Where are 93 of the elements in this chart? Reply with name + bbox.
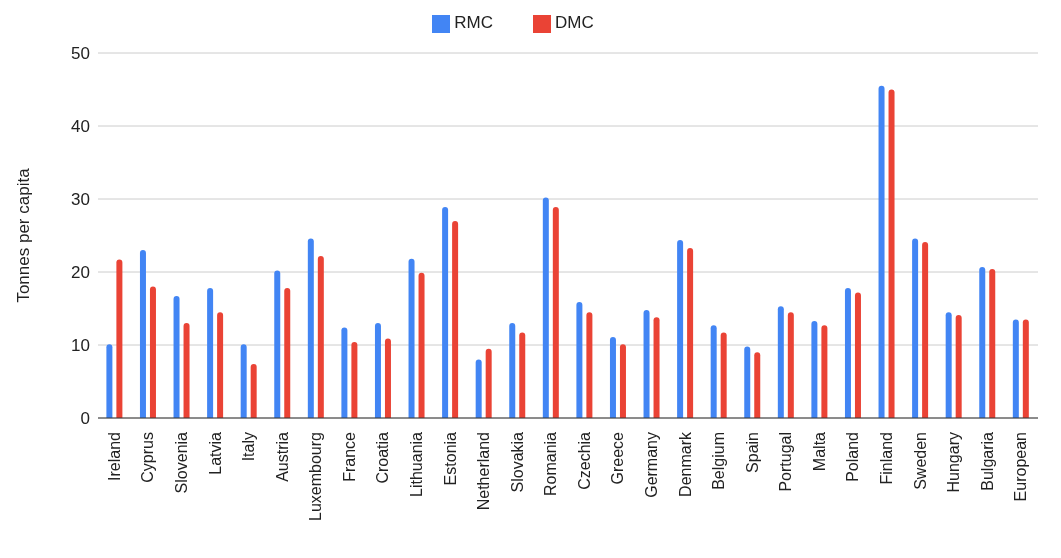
x-tick-label: Malta <box>810 431 828 472</box>
x-tick-label: Bulgaria <box>978 431 996 491</box>
bar <box>374 323 381 418</box>
y-tick-label: 10 <box>71 336 90 356</box>
x-tick-label: Finland <box>877 432 895 485</box>
bar <box>351 342 358 418</box>
bar <box>787 312 794 418</box>
x-tick-label: Ireland <box>105 432 123 481</box>
bar <box>854 292 861 418</box>
bar <box>317 255 324 418</box>
bar <box>173 296 180 418</box>
y-tick-label: 50 <box>71 44 90 64</box>
bar <box>418 272 425 418</box>
bar <box>274 270 281 418</box>
bar <box>710 325 717 418</box>
bar <box>106 344 113 418</box>
bar <box>1012 319 1019 418</box>
y-axis-title: Tonnes per capita <box>14 167 34 303</box>
y-tick-label: 20 <box>71 263 90 283</box>
bar <box>552 207 559 418</box>
bar <box>250 363 257 418</box>
x-tick-label: Italy <box>240 432 258 462</box>
bar <box>811 320 818 418</box>
y-tick-label: 30 <box>71 190 90 210</box>
bar <box>878 85 885 418</box>
bar <box>217 312 224 418</box>
bar <box>442 207 449 418</box>
x-tick-label: Poland <box>844 432 862 482</box>
x-tick-label: Latvia <box>206 431 224 475</box>
bar <box>844 288 851 418</box>
x-tick-label: Luxembourg <box>307 432 325 521</box>
bar <box>643 309 650 418</box>
x-tick-label: European <box>1012 432 1030 502</box>
bar <box>979 266 986 418</box>
bar <box>888 89 895 418</box>
x-tick-label: Estonia <box>441 431 459 486</box>
bar <box>687 247 694 418</box>
bar <box>307 238 314 418</box>
bar <box>341 327 348 418</box>
bar <box>586 312 593 418</box>
x-tick-label: Croatia <box>374 431 392 484</box>
x-tick-label: Greece <box>609 431 627 485</box>
bar <box>912 238 919 418</box>
bar <box>542 197 549 418</box>
x-tick-label: Germany <box>642 432 660 498</box>
bar <box>754 352 761 418</box>
x-tick-label: Denmark <box>676 431 694 497</box>
y-tick-label: 40 <box>71 117 90 137</box>
x-tick-label: Lithuania <box>407 431 425 497</box>
y-tick-label: 0 <box>80 409 90 429</box>
bar <box>207 288 214 418</box>
bar <box>576 301 583 418</box>
x-tick-label: Czechia <box>575 431 593 490</box>
bar <box>945 312 952 418</box>
bar <box>519 332 526 418</box>
x-tick-label: Netherland <box>475 432 493 511</box>
x-tick-label: France <box>340 431 358 482</box>
x-tick-label: Sweden <box>911 432 929 490</box>
legend-label: DMC <box>555 13 594 32</box>
x-tick-label: Spain <box>743 432 761 473</box>
bar <box>452 220 459 418</box>
bar <box>149 286 156 418</box>
bar <box>116 259 123 418</box>
bar <box>384 338 391 418</box>
bar <box>922 242 929 418</box>
bar <box>653 317 660 418</box>
bar <box>139 250 146 418</box>
bar <box>609 336 616 418</box>
bar <box>720 332 727 418</box>
bar <box>821 325 828 418</box>
bar <box>408 258 415 418</box>
x-tick-label: Portugal <box>777 432 795 492</box>
bar <box>744 346 751 418</box>
x-tick-label: Cyprus <box>139 432 157 483</box>
x-tick-label: Slovenia <box>172 431 190 494</box>
bar <box>183 323 190 418</box>
bar <box>677 239 684 418</box>
bar <box>240 344 247 418</box>
bar <box>777 306 784 418</box>
x-tick-label: Romania <box>542 431 560 497</box>
x-tick-label: Hungary <box>945 432 963 493</box>
bar <box>475 359 482 418</box>
x-tick-label: Austria <box>273 431 291 482</box>
bar <box>284 288 291 418</box>
bar <box>989 269 996 418</box>
bar <box>1022 319 1029 418</box>
legend-label: RMC <box>454 13 493 32</box>
bar <box>619 344 626 418</box>
bar <box>955 315 962 418</box>
bar <box>509 323 516 418</box>
x-tick-label: Belgium <box>710 432 728 490</box>
x-tick-label: Slovakia <box>508 431 526 493</box>
bar <box>485 348 492 418</box>
